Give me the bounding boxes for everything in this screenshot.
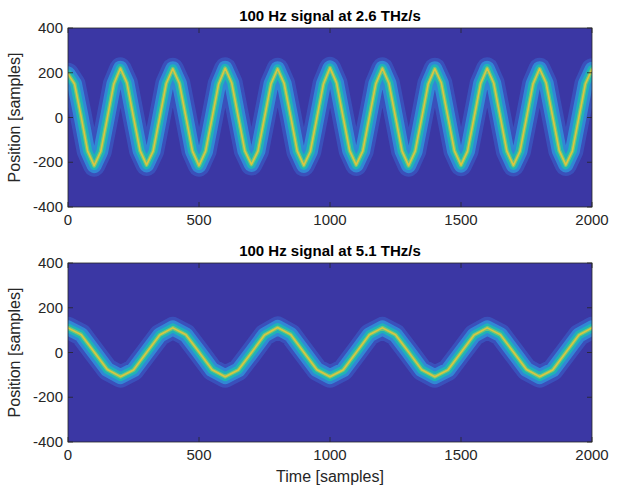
y-tick: [587, 307, 592, 308]
y-tick: [68, 397, 73, 398]
x-tick-label: 0: [64, 446, 72, 463]
y-tick: [68, 28, 73, 29]
x-tick: [461, 263, 462, 268]
x-tick: [592, 28, 593, 33]
x-tick: [592, 437, 593, 442]
x-tick-label: 1500: [444, 446, 477, 463]
trace: [68, 68, 592, 166]
plot-background: [68, 263, 592, 442]
trace: [68, 68, 592, 166]
y-tick: [587, 263, 592, 264]
data-group: [68, 68, 592, 166]
y-tick: [68, 72, 73, 73]
trace: [68, 327, 592, 376]
figure: 0500100015002000-400-2000200400100 Hz si…: [0, 0, 623, 495]
x-tick: [330, 263, 331, 268]
y-tick: [68, 117, 73, 118]
trace: [68, 327, 592, 376]
y-tick: [68, 162, 73, 163]
trace: [68, 68, 592, 166]
y-tick: [68, 352, 73, 353]
trace: [68, 327, 592, 376]
x-tick: [68, 28, 69, 33]
y-axis-title: Position [samples]: [6, 53, 23, 183]
axes-frame: [68, 28, 592, 207]
y-tick: [587, 207, 592, 208]
x-tick: [199, 202, 200, 207]
x-tick: [68, 437, 69, 442]
trace: [68, 68, 592, 166]
plot-background: [68, 28, 592, 207]
x-tick: [199, 28, 200, 33]
y-tick-label: 200: [38, 64, 63, 81]
x-tick: [199, 263, 200, 268]
x-tick-label: 2000: [575, 211, 608, 228]
data-group: [68, 327, 592, 376]
y-tick: [68, 442, 73, 443]
y-tick: [587, 397, 592, 398]
x-tick: [592, 202, 593, 207]
x-tick: [330, 202, 331, 207]
y-tick-label: 0: [55, 109, 63, 126]
x-tick: [68, 263, 69, 268]
trace: [68, 327, 592, 376]
x-tick-label: 0: [64, 211, 72, 228]
panel: 0 500 1000 1500 2000 -400 -200 0 200 400 100 Hz si…: [6, 7, 609, 228]
y-tick: [587, 117, 592, 118]
y-tick-label: 400: [38, 19, 63, 36]
x-tick: [330, 437, 331, 442]
y-tick-label: 400: [38, 254, 63, 271]
y-tick: [587, 28, 592, 29]
x-axis-title: Time [samples]: [276, 468, 384, 485]
x-tick-label: 1000: [313, 446, 346, 463]
x-tick: [461, 28, 462, 33]
y-tick-label: -400: [33, 433, 63, 450]
y-tick: [587, 442, 592, 443]
y-tick: [68, 207, 73, 208]
y-tick-label: 200: [38, 299, 63, 316]
y-tick: [587, 352, 592, 353]
chart-title: 100 Hz signal at 2.6 THz/s: [239, 7, 421, 24]
x-tick: [461, 437, 462, 442]
x-tick: [68, 202, 69, 207]
x-tick-label: 1500: [444, 211, 477, 228]
axes-frame: [68, 263, 592, 442]
y-tick: [587, 162, 592, 163]
y-tick-label: -200: [33, 153, 63, 170]
trace: [68, 68, 592, 166]
chart-title: 100 Hz signal at 5.1 THz/s: [239, 242, 421, 259]
x-tick-label: 500: [186, 211, 211, 228]
x-tick: [199, 437, 200, 442]
y-tick-label: 0: [55, 344, 63, 361]
trace: [68, 327, 592, 376]
y-tick: [587, 72, 592, 73]
panel: 0 500 1000 1500 2000 -400 -200 0 200 400 100 Hz si…: [6, 242, 609, 485]
x-tick-label: 1000: [313, 211, 346, 228]
x-tick: [592, 263, 593, 268]
x-tick-label: 2000: [575, 446, 608, 463]
y-tick: [68, 307, 73, 308]
x-tick: [330, 28, 331, 33]
x-tick: [461, 202, 462, 207]
y-tick: [68, 263, 73, 264]
y-tick-label: -400: [33, 198, 63, 215]
y-tick-label: -200: [33, 388, 63, 405]
y-axis-title: Position [samples]: [6, 288, 23, 418]
x-tick-label: 500: [186, 446, 211, 463]
